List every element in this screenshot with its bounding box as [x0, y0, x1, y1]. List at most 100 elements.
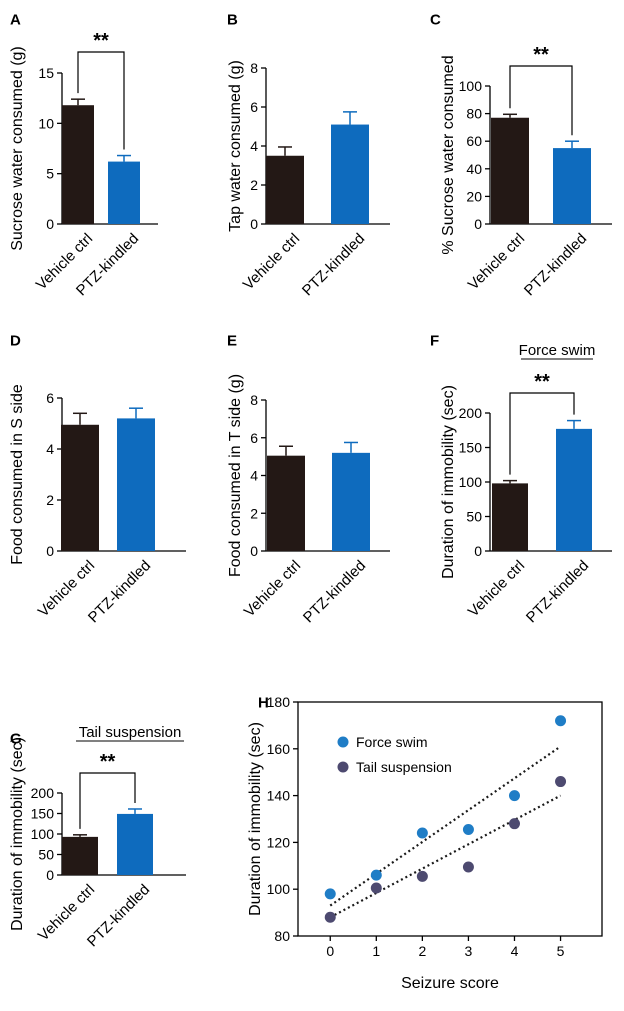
y-axis-label: Food consumed in S side — [9, 384, 26, 565]
y-tick-label: 200 — [459, 405, 483, 421]
category-label: PTZ-kindled — [300, 557, 369, 626]
y-tick-label: 200 — [31, 785, 55, 801]
panel-title: Force swim — [519, 342, 596, 359]
trend-line-tail-suspension — [329, 794, 562, 919]
y-tick-label: 8 — [250, 392, 258, 408]
y-tick-label: 20 — [466, 188, 482, 204]
y-tick-label: 160 — [267, 741, 291, 757]
y-tick-label: 0 — [250, 543, 258, 559]
y-tick-label: 0 — [46, 543, 54, 559]
y-axis-label: Sucrose water consumed (g) — [9, 46, 26, 251]
y-tick-label: 0 — [474, 543, 482, 559]
y-tick-label: 15 — [38, 65, 54, 81]
panel-c: C 0 20 40 60 80 100% Sucrose water consumed Veh… — [430, 11, 612, 299]
y-tick-label: 150 — [31, 806, 55, 822]
y-tick-label: 0 — [46, 216, 54, 232]
point-force-swim — [555, 715, 567, 727]
plot-frame — [297, 701, 603, 937]
bar-vehicle-ctrl — [61, 424, 99, 551]
point-force-swim — [370, 869, 382, 881]
y-axis-label: Food consumed in T side (g) — [227, 374, 244, 577]
y-tick-label: 100 — [31, 826, 55, 842]
legend-marker-tail-suspension — [337, 761, 349, 773]
x-tick-label: 0 — [326, 943, 334, 959]
bar-ptz-kindled — [331, 124, 369, 224]
bar-ptz-kindled — [332, 452, 370, 551]
point-tail-suspension — [416, 870, 428, 882]
y-tick-label: 2 — [46, 492, 54, 508]
y-tick-label: 2 — [250, 505, 258, 521]
panel-label: G — [10, 730, 22, 747]
y-tick-label: 80 — [466, 106, 482, 122]
point-tail-suspension — [555, 776, 567, 788]
point-tail-suspension — [324, 911, 336, 923]
panel-label: E — [227, 332, 237, 349]
y-axis-label: Tap water consumed (g) — [227, 60, 244, 232]
y-tick-label: 80 — [274, 928, 290, 944]
y-tick-label: 120 — [267, 834, 291, 850]
significance-marker: ** — [93, 30, 109, 52]
y-tick-label: 140 — [267, 788, 291, 804]
significance-marker: ** — [534, 371, 550, 393]
category-label: PTZ-kindled — [523, 557, 592, 626]
significance-marker: ** — [100, 751, 116, 773]
panel-label: H — [258, 694, 269, 711]
bar-ptz-kindled — [117, 813, 153, 875]
panel-label: B — [227, 11, 238, 28]
panel-b: B 0 2 4 6 8 Tap water consumed (g)Vehicle ctrl… — [227, 11, 390, 299]
x-axis-label: Seizure score — [401, 975, 499, 992]
y-tick-label: 4 — [250, 138, 258, 154]
bar-ptz-kindled — [117, 418, 155, 551]
bar-vehicle-ctrl — [267, 455, 305, 551]
y-tick-label: 4 — [250, 468, 258, 484]
x-tick-label: 2 — [418, 943, 426, 959]
point-tail-suspension — [508, 818, 520, 830]
y-tick-label: 6 — [250, 99, 258, 115]
panel-e: E 0 2 4 6 8 Food consumed in T side (g)Vehicle… — [227, 332, 390, 626]
y-tick-label: 50 — [38, 847, 54, 863]
significance-marker: ** — [533, 44, 549, 66]
y-tick-label: 6 — [250, 430, 258, 446]
bar-vehicle-ctrl — [62, 105, 94, 224]
y-tick-label: 0 — [474, 216, 482, 232]
y-tick-label: 0 — [250, 216, 258, 232]
panel-label: D — [10, 332, 21, 349]
bar-ptz-kindled — [553, 148, 591, 224]
significance-bracket — [509, 392, 575, 475]
legend-label: Tail suspension — [356, 759, 452, 775]
panel-h: H 0 1 2 3 4 5 80 100 120 140 160 180 Seizure score Dur… — [247, 694, 603, 992]
y-axis-label: Duration of immobility (sec) — [247, 722, 264, 916]
y-tick-label: 60 — [466, 133, 482, 149]
x-tick-label: 1 — [372, 943, 380, 959]
y-axis-label: % Sucrose water consumed — [440, 55, 457, 254]
point-force-swim — [508, 790, 520, 802]
bar-ptz-kindled — [108, 161, 140, 224]
panel-label: A — [10, 11, 21, 28]
panel-title: Tail suspension — [79, 724, 182, 741]
legend-label: Force swim — [356, 734, 428, 750]
y-tick-label: 40 — [466, 161, 482, 177]
y-tick-label: 150 — [459, 440, 483, 456]
trend-line-force-swim — [329, 745, 562, 907]
category-label: Vehicle ctrl — [465, 557, 528, 620]
point-force-swim — [324, 888, 336, 900]
x-tick-label: 4 — [511, 943, 519, 959]
significance-bracket — [77, 51, 125, 150]
y-axis-label: Duration of immobility (sec) — [9, 737, 26, 931]
y-tick-label: 5 — [46, 166, 54, 182]
legend-marker-force-swim — [337, 736, 349, 748]
panel-g: G 0 50 100 150 200 Duration of immobility (sec… — [9, 724, 186, 950]
x-tick-label: 3 — [465, 943, 473, 959]
y-tick-label: 100 — [459, 78, 483, 94]
y-tick-label: 10 — [38, 115, 54, 131]
x-tick-label: 5 — [557, 943, 565, 959]
panel-label: C — [430, 11, 441, 28]
y-axis-label: Duration of immobility (sec) — [440, 385, 457, 579]
bar-ptz-kindled — [556, 428, 592, 551]
y-tick-label: 50 — [466, 509, 482, 525]
category-label: Vehicle ctrl — [240, 230, 303, 293]
bar-vehicle-ctrl — [266, 155, 304, 224]
